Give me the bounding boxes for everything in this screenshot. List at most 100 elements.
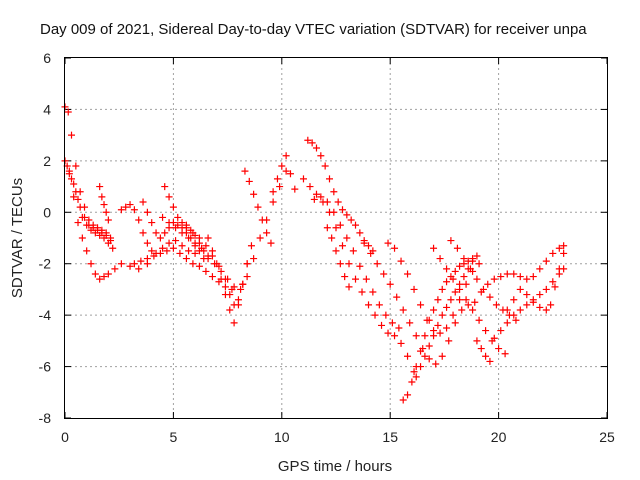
data-point [100,273,108,281]
data-point [243,260,251,268]
data-point [449,311,457,319]
data-point [111,265,119,273]
data-point [245,177,253,185]
data-point [96,275,104,283]
data-point [74,219,82,227]
y-tick-label: 0 [43,204,51,220]
data-point [195,234,203,242]
data-point [512,316,520,324]
data-point [143,239,151,247]
data-point [91,229,99,237]
series-track-23 [430,244,509,358]
series-track-4 [65,170,117,252]
data-point [217,267,225,275]
data-point [152,229,160,237]
series-track-16 [304,136,377,255]
data-point [178,219,186,227]
series-track-22 [412,257,477,381]
data-point [447,296,455,304]
data-point [273,175,281,183]
data-point [399,306,407,314]
data-point [254,203,262,211]
data-point [323,224,331,232]
data-point [278,162,286,170]
data-point [122,203,130,211]
data-point [510,311,518,319]
data-point [64,108,72,116]
data-point [352,275,360,283]
x-tick-label: 20 [491,429,507,445]
data-point [70,180,78,188]
grid-lines [65,58,607,418]
data-point [560,242,568,250]
data-point [299,175,307,183]
data-point [256,234,264,242]
data-point [330,188,338,196]
x-tick-label: 10 [274,429,290,445]
data-point [378,321,386,329]
data-point [161,229,169,237]
data-point [490,275,498,283]
data-point [182,255,190,263]
data-point [430,332,438,340]
data-point [542,257,550,265]
data-point [425,316,433,324]
data-point [312,144,320,152]
data-point [347,216,355,224]
data-point [267,239,275,247]
data-point [436,329,444,337]
data-point [117,260,125,268]
data-point [130,206,138,214]
data-point [78,213,86,221]
data-point [549,249,557,257]
data-point [159,244,167,252]
data-point [516,273,524,281]
data-point [100,201,108,209]
series-track-7 [130,244,236,293]
data-point [76,203,84,211]
data-point [98,193,106,201]
data-point [310,195,318,203]
data-point [445,337,453,345]
data-point [159,213,167,221]
x-axis-title: GPS time / hours [278,458,392,475]
series-track-20 [384,239,483,337]
data-point [148,219,156,227]
data-point [130,260,138,268]
data-point [456,285,464,293]
data-point [107,234,115,242]
data-point [371,311,379,319]
data-point [391,244,399,252]
data-point [117,206,125,214]
data-point [523,301,531,309]
data-point [482,352,490,360]
data-point [172,237,180,245]
data-point [365,242,373,250]
data-point [182,224,190,232]
data-point [542,285,550,293]
tick-labels: 0 5 10 15 20 25 -8 -6 -4 -2 0 2 4 6 [39,50,615,445]
data-point [356,262,364,270]
data-point [165,193,173,201]
data-point [269,188,277,196]
data-point [462,280,470,288]
data-point [438,285,446,293]
data-point [523,275,531,283]
data-point [102,208,110,216]
data-point [406,319,414,327]
data-point [469,306,477,314]
series-track-18 [323,224,353,291]
data-point [373,260,381,268]
data-point [200,247,208,255]
data-point [336,260,344,268]
data-point [213,260,221,268]
series-track-15 [299,175,418,376]
data-point [169,203,177,211]
data-point [330,208,338,216]
data-point [91,270,99,278]
data-point [345,260,353,268]
data-point [135,265,143,273]
data-point [68,131,76,139]
data-point [412,332,420,340]
